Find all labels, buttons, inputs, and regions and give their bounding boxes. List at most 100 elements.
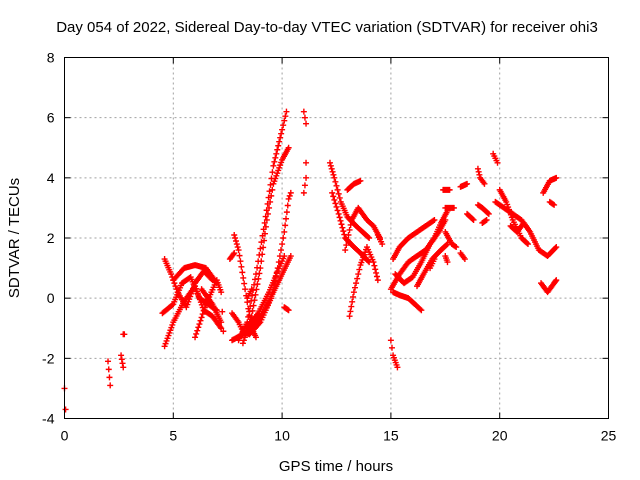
data-point (464, 180, 471, 187)
data-point (220, 328, 227, 335)
data-point (418, 307, 425, 314)
data-point (469, 216, 476, 223)
data-point (332, 200, 339, 207)
data-point (200, 307, 207, 314)
series-t01 (105, 331, 128, 389)
data-point (417, 306, 424, 313)
x-tick-label: 5 (169, 428, 177, 444)
data-point (348, 303, 355, 310)
data-point (524, 225, 531, 232)
data-point (270, 162, 277, 169)
data-point (232, 235, 239, 241)
data-point (365, 258, 372, 265)
data-point (281, 228, 288, 235)
data-point (257, 265, 264, 272)
data-point (201, 304, 208, 311)
data-point (267, 181, 274, 188)
data-point (249, 307, 256, 314)
data-point (257, 245, 264, 252)
data-point (287, 253, 294, 260)
data-point (285, 144, 292, 151)
data-point (274, 146, 281, 153)
y-tick-labels: -4 -2 0 2 4 6 8 (42, 50, 55, 427)
data-point (268, 192, 275, 199)
data-point (254, 281, 261, 288)
data-point (524, 240, 531, 247)
data-point (168, 271, 175, 278)
data-point (387, 337, 394, 344)
data-point (453, 244, 460, 251)
series-t23 (474, 165, 492, 226)
data-point (280, 235, 287, 241)
data-point (442, 216, 449, 223)
data-point (345, 231, 352, 238)
data-point (263, 216, 270, 223)
series-t15 (374, 231, 401, 371)
data-point (233, 241, 240, 248)
data-point (255, 275, 262, 282)
data-point (261, 219, 268, 226)
data-point (484, 210, 491, 217)
data-point (483, 216, 490, 223)
data-point (248, 286, 255, 293)
data-point (218, 319, 225, 326)
data-point (250, 302, 257, 309)
data-point (334, 186, 341, 193)
data-point (219, 308, 226, 315)
data-point (278, 130, 285, 137)
data-point (451, 204, 458, 211)
data-point (431, 256, 438, 263)
data-point (276, 138, 283, 145)
data-point (326, 159, 333, 166)
data-point (552, 278, 559, 285)
data-point (237, 258, 244, 265)
y-tick-label: 0 (47, 290, 55, 306)
data-point (194, 327, 201, 334)
data-point (370, 259, 377, 266)
data-point (285, 195, 292, 202)
data-point (266, 204, 273, 211)
y-tick-label: -4 (42, 411, 55, 427)
data-point (239, 269, 246, 276)
data-point (443, 241, 450, 248)
data-point (230, 251, 237, 258)
data-point (232, 238, 239, 245)
data-point (272, 154, 279, 161)
x-axis-label: GPS time / hours (279, 458, 393, 475)
data-point (347, 308, 354, 315)
data-point (259, 251, 266, 258)
data-point (269, 186, 276, 193)
data-point (340, 228, 347, 235)
data-point (193, 330, 200, 337)
data-point (336, 194, 343, 201)
data-point (347, 221, 354, 228)
data-point (281, 253, 288, 260)
data-point (119, 360, 126, 367)
data-point (373, 273, 380, 280)
series-t19 (390, 289, 425, 314)
data-point (283, 209, 290, 216)
data-point (337, 217, 344, 224)
data-point (342, 247, 349, 254)
data-point (485, 210, 492, 217)
data-point (330, 171, 337, 178)
data-point (285, 307, 292, 314)
data-point (373, 269, 380, 276)
data-point (470, 216, 477, 223)
data-point (231, 250, 238, 257)
data-point (282, 113, 289, 120)
series-t12 (326, 159, 373, 266)
data-point (346, 226, 353, 233)
data-point (353, 280, 360, 287)
data-point (330, 193, 337, 200)
y-tick-label: 2 (47, 230, 55, 246)
data-point (196, 321, 203, 328)
data-point (356, 266, 363, 273)
data-point (264, 210, 271, 217)
data-point (106, 374, 113, 381)
data-point (372, 266, 379, 273)
data-point (262, 230, 269, 237)
data-point (271, 158, 278, 165)
series-t21 (440, 186, 460, 266)
series-t10 (244, 253, 288, 332)
